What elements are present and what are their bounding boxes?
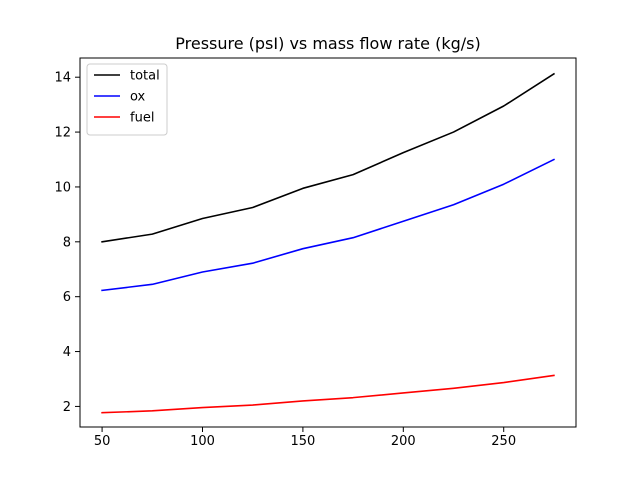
x-tick-label: 150 (290, 434, 315, 449)
y-tick-label: 6 (63, 290, 71, 305)
series-line-ox (101, 158, 555, 292)
y-tick-label: 10 (54, 180, 71, 195)
y-axis: 2 4 6 8 10 12 14 (54, 71, 80, 415)
y-tick-label: 14 (54, 71, 71, 86)
legend-label-ox: ox (130, 90, 146, 105)
series-layer (101, 72, 556, 414)
x-axis: 50 100 150 200 250 (94, 427, 516, 449)
series-line-total (101, 72, 556, 243)
x-tick-label: 250 (491, 434, 516, 449)
x-tick-label: 200 (391, 434, 416, 449)
legend: total ox fuel (86, 63, 168, 136)
legend-label-total: total (130, 69, 160, 84)
x-tick-label: 100 (190, 434, 215, 449)
y-tick-label: 8 (63, 235, 71, 250)
series-line-fuel (101, 374, 555, 414)
y-tick-label: 2 (63, 400, 71, 415)
chart-title: Pressure (psI) vs mass flow rate (kg/s) (175, 34, 480, 53)
axes-frame (79, 57, 577, 428)
x-tick-label: 50 (94, 434, 111, 449)
y-tick-label: 12 (54, 126, 71, 141)
legend-label-fuel: fuel (130, 111, 154, 126)
y-tick-label: 4 (63, 345, 71, 360)
